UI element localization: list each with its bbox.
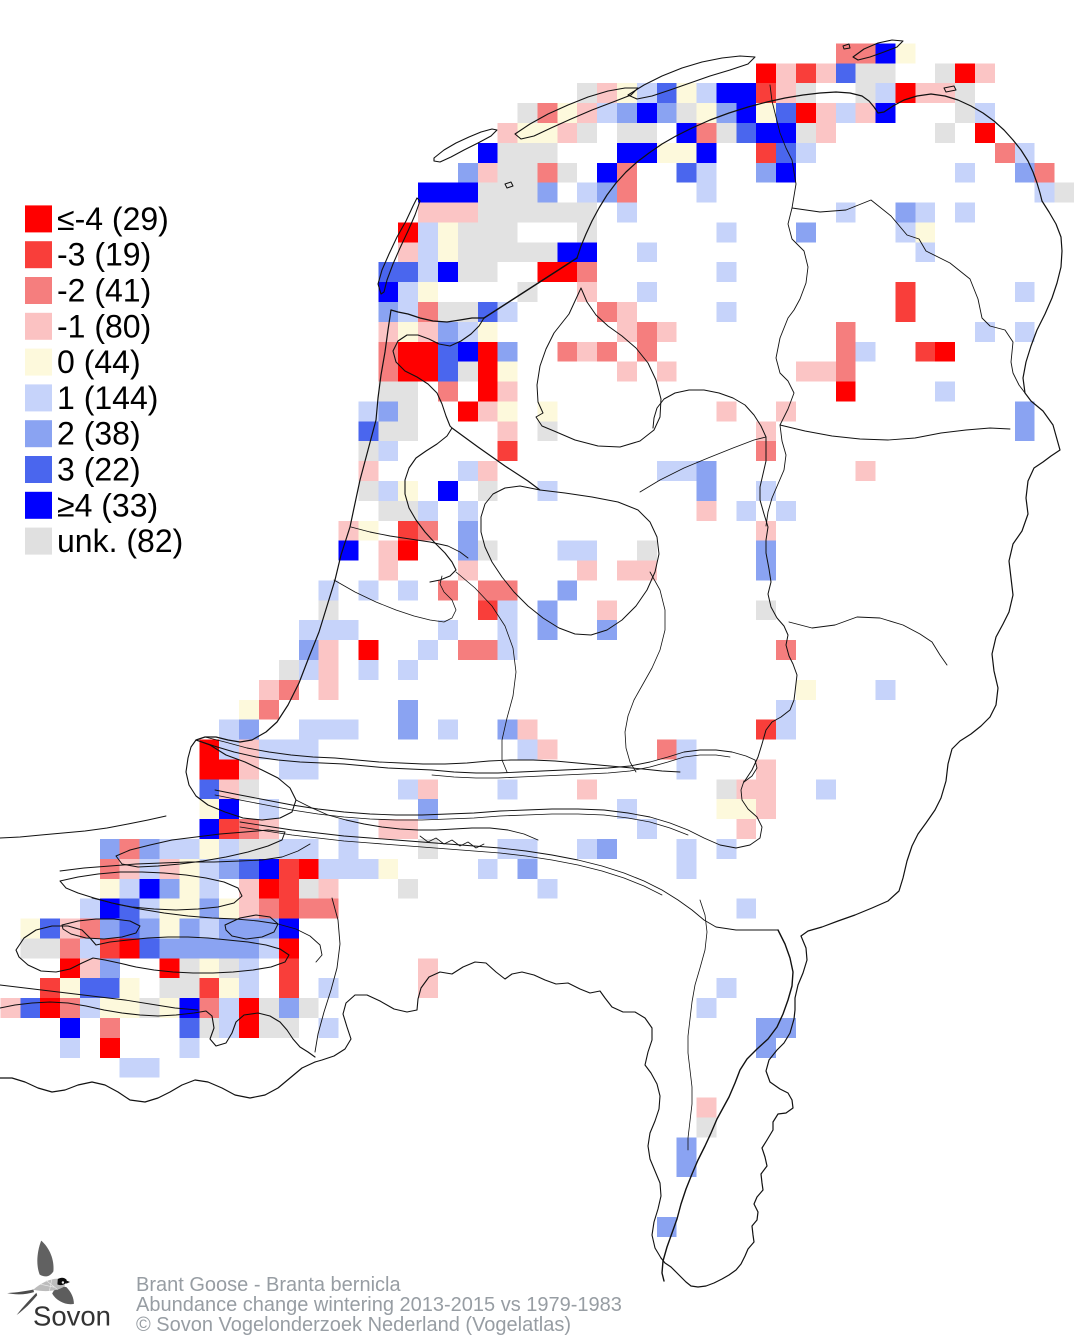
svg-text:≥4 (33): ≥4 (33): [57, 487, 158, 523]
svg-text:Sovon: Sovon: [33, 1301, 111, 1332]
svg-text:0 (44): 0 (44): [57, 344, 141, 380]
svg-text:-2 (41): -2 (41): [57, 273, 151, 309]
svg-text:-3 (19): -3 (19): [57, 237, 151, 273]
svg-text:unk. (82): unk. (82): [57, 523, 183, 559]
svg-text:1 (144): 1 (144): [57, 380, 158, 416]
svg-text:© Sovon Vogelonderzoek Nederla: © Sovon Vogelonderzoek Nederland (Vogela…: [136, 1314, 571, 1336]
svg-text:-1 (80): -1 (80): [57, 308, 151, 344]
svg-text:3 (22): 3 (22): [57, 452, 141, 488]
svg-text:Abundance change wintering 20: Abundance change wintering 2013-2015 vs …: [136, 1294, 622, 1316]
svg-text:≤-4 (29): ≤-4 (29): [57, 201, 169, 237]
svg-text:Brant Goose - Branta bernicla: Brant Goose - Branta bernicla: [136, 1274, 401, 1296]
svg-text:2 (38): 2 (38): [57, 416, 141, 452]
